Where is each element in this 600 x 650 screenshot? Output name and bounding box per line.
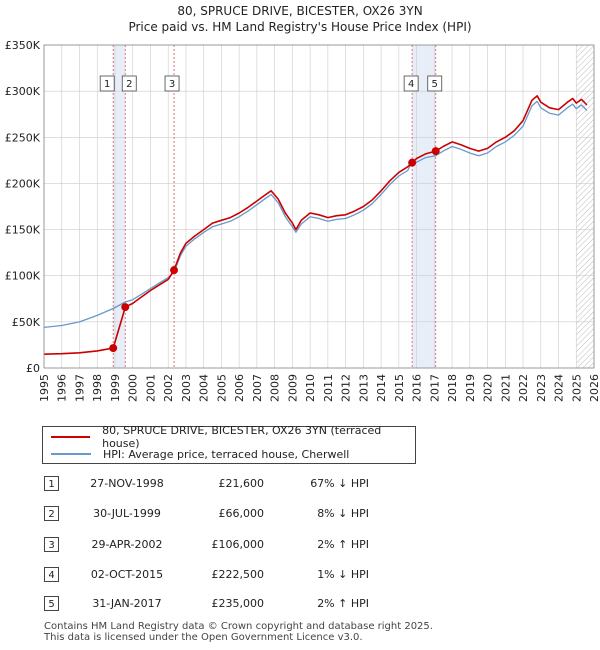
sale-price: £106,000 — [211, 538, 265, 551]
sale-marker-1 — [109, 344, 118, 353]
x-tick-label: 2017 — [428, 374, 441, 402]
x-tick-label: 2018 — [446, 374, 459, 402]
sale-price: £222,500 — [211, 568, 265, 581]
y-tick-label: £150K — [5, 224, 41, 237]
x-tick-label: 2020 — [482, 374, 495, 402]
sale-number-badge: 4 — [44, 567, 59, 582]
sale-hpi-diff: 1% ↓ HPI — [317, 568, 369, 581]
y-tick-label: £300K — [5, 85, 41, 98]
sale-box-5 — [427, 75, 443, 92]
x-tick-label: 1995 — [38, 374, 51, 402]
x-tick-label: 2005 — [215, 374, 228, 402]
sale-box-label-4: 4 — [408, 79, 414, 90]
sale-box-1 — [99, 75, 115, 92]
x-tick-label: 1998 — [91, 374, 104, 402]
y-tick-label: £200K — [5, 177, 41, 190]
sale-date: 29-APR-2002 — [91, 538, 163, 551]
x-tick-label: 2003 — [180, 374, 193, 402]
sale-band-1 — [412, 45, 436, 368]
forecast-hatch — [576, 45, 594, 368]
sale-hpi-diff: 2% ↑ HPI — [317, 538, 369, 551]
sale-box-label-1: 1 — [104, 79, 110, 90]
x-tick-label: 2021 — [499, 374, 512, 402]
x-tick-label: 2001 — [144, 374, 157, 402]
x-tick-label: 1997 — [73, 374, 86, 402]
sale-date: 31-JAN-2017 — [92, 597, 162, 610]
table-row: 5 31-JAN-2017 £235,000 2% ↑ HPI — [44, 596, 384, 613]
sale-box-label-5: 5 — [432, 79, 438, 90]
chart-title: 80, SPRUCE DRIVE, BICESTER, OX26 3YN — [177, 4, 423, 18]
sale-price: £235,000 — [211, 597, 265, 610]
x-tick-label: 2007 — [251, 374, 264, 402]
sale-marker-5 — [431, 147, 440, 156]
sale-marker-3 — [170, 266, 179, 275]
x-tick-label: 2002 — [162, 374, 175, 402]
price-chart: 1995 1996 1997 1998 1999 2000 2001 2002 2003 2004… — [5, 39, 600, 402]
x-tick-label: 2011 — [322, 374, 335, 402]
sale-price: £66,000 — [218, 507, 265, 520]
sale-box-label-3: 3 — [169, 79, 175, 90]
x-tick-label: 2000 — [127, 374, 140, 402]
sale-band-0 — [113, 45, 126, 368]
chart-subtitle: Price paid vs. HM Land Registry's House … — [128, 20, 472, 34]
legend-item-hpi: HPI: Average price, terraced house, Cher… — [51, 446, 349, 462]
sale-number-badge: 2 — [44, 506, 59, 521]
x-tick-label: 2009 — [286, 374, 299, 402]
x-tick-label: 2023 — [535, 374, 548, 402]
x-tick-label: 2008 — [269, 374, 282, 402]
sale-date: 02-OCT-2015 — [90, 568, 164, 581]
x-tick-label: 2014 — [375, 374, 388, 402]
sale-hpi-diff: 2% ↑ HPI — [317, 597, 369, 610]
x-tick-label: 2004 — [198, 374, 211, 402]
x-tick-label: 2015 — [393, 374, 406, 402]
x-tick-label: 2010 — [304, 374, 317, 402]
plot-frame — [43, 44, 595, 369]
sale-number-badge: 3 — [44, 537, 59, 552]
y-tick-label: £0 — [26, 362, 40, 375]
sale-marker-2 — [121, 303, 130, 312]
footer-licence: This data is licensed under the Open Gov… — [44, 632, 363, 643]
sale-date: 30-JUL-1999 — [93, 507, 161, 520]
sale-box-3 — [164, 75, 180, 92]
legend-item-property: 80, SPRUCE DRIVE, BICESTER, OX26 3YN (te… — [51, 424, 415, 450]
sale-hpi-diff: 8% ↓ HPI — [317, 507, 369, 520]
y-tick-label: £50K — [12, 316, 41, 329]
y-tick-label: £250K — [5, 131, 41, 144]
footer: Contains HM Land Registry data © Crown c… — [44, 621, 433, 643]
x-tick-label: 2022 — [517, 374, 530, 402]
table-row: 2 30-JUL-1999 £66,000 8% ↓ HPI — [44, 506, 384, 523]
x-tick-label: 2016 — [411, 374, 424, 402]
y-tick-label: £100K — [5, 270, 41, 283]
legend-label-hpi: HPI: Average price, terraced house, Cher… — [103, 447, 350, 461]
y-tick-label: £350K — [5, 39, 41, 52]
x-tick-label: 2026 — [588, 374, 600, 402]
sale-price: £21,600 — [218, 477, 265, 490]
sale-marker-4 — [408, 158, 417, 167]
table-row: 1 27-NOV-1998 £21,600 67% ↓ HPI — [44, 476, 384, 493]
legend-swatch-property — [51, 436, 91, 438]
x-tick-label: 1999 — [109, 374, 122, 402]
legend: 80, SPRUCE DRIVE, BICESTER, OX26 3YN (te… — [42, 424, 416, 464]
table-row: 4 02-OCT-2015 £222,500 1% ↓ HPI — [44, 567, 384, 584]
x-tick-label: 2019 — [464, 374, 477, 402]
x-tick-label: 2024 — [553, 374, 566, 402]
x-tick-label: 2006 — [233, 374, 246, 402]
sale-box-4 — [403, 75, 419, 92]
sale-box-2 — [121, 75, 137, 92]
footer-copyright: Contains HM Land Registry data © Crown c… — [44, 621, 433, 632]
x-tick-label: 2025 — [570, 374, 583, 402]
legend-swatch-hpi — [51, 453, 91, 455]
x-tick-label: 1996 — [56, 374, 69, 402]
x-tick-label: 2013 — [357, 374, 370, 402]
sale-hpi-diff: 67% ↓ HPI — [310, 477, 369, 490]
legend-label-property: 80, SPRUCE DRIVE, BICESTER, OX26 3YN (te… — [102, 424, 382, 450]
sale-number-badge: 5 — [44, 596, 59, 611]
sale-box-label-2: 2 — [126, 79, 132, 90]
sale-date: 27-NOV-1998 — [90, 477, 164, 490]
table-row: 3 29-APR-2002 £106,000 2% ↑ HPI — [44, 537, 384, 554]
sale-number-badge: 1 — [44, 476, 59, 491]
x-tick-label: 2012 — [340, 374, 353, 402]
